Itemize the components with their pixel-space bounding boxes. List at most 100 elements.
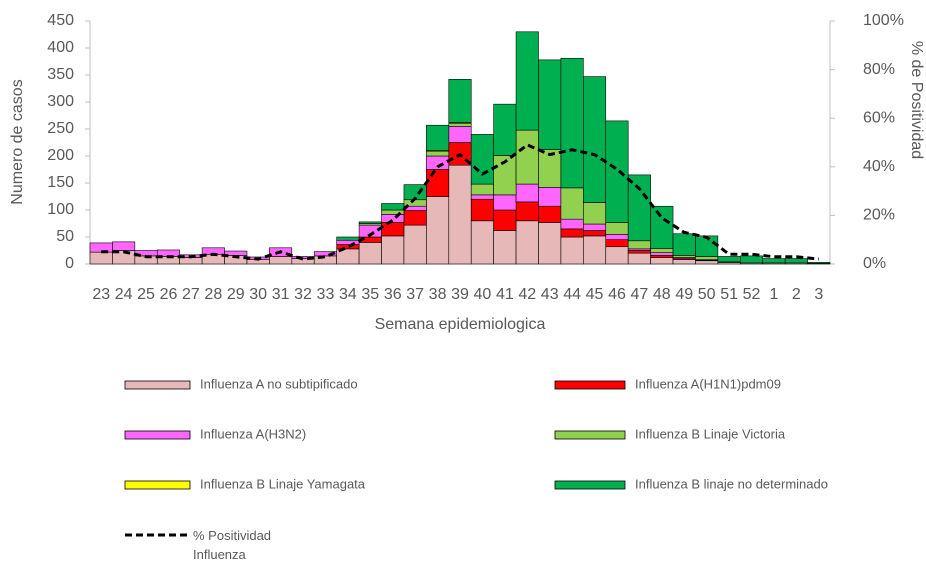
x-tick-label: 25 [137, 286, 155, 303]
bar-segment [313, 255, 337, 265]
x-tick-label: 24 [115, 286, 133, 303]
bar-segment [605, 120, 629, 223]
x-tick-label: 36 [384, 286, 402, 303]
legend-label: Influenza B linaje no determinado [635, 476, 828, 491]
bar-segment [515, 201, 539, 222]
bar-segment [583, 202, 607, 225]
positivity-line [101, 143, 819, 261]
x-axis-title: Semana epidemiologica [375, 316, 546, 333]
legend-swatch [554, 380, 626, 390]
y-tick-label: 350 [47, 66, 74, 83]
bar-segment [493, 194, 517, 211]
bar-segment [358, 221, 382, 224]
y2-tick-label: 100% [863, 12, 904, 29]
bar-segment [650, 252, 674, 256]
x-tick-label: 48 [653, 286, 671, 303]
x-tick-label: 42 [518, 286, 536, 303]
bar-segment [313, 251, 337, 257]
y-tick-label: 100 [47, 201, 74, 218]
y-tick-label: 400 [47, 39, 74, 56]
bar-segment [336, 244, 360, 250]
x-tick-label: 41 [496, 286, 514, 303]
bar-segment [426, 155, 450, 170]
x-tick-label: 31 [272, 286, 290, 303]
y2-tick-label: 40% [863, 158, 895, 175]
bar-segment [605, 222, 629, 235]
bar-segment [627, 252, 651, 265]
x-tick-label: 37 [406, 286, 424, 303]
x-tick-label: 29 [227, 286, 245, 303]
y-axis-title: Numero de casos [9, 79, 26, 204]
bar-segment [426, 196, 450, 265]
legend-label: Influenza B Linaje Victoria [635, 426, 786, 441]
x-tick-label: 26 [160, 286, 178, 303]
bar-segment [381, 203, 405, 211]
bar-segment [470, 183, 494, 196]
x-tick-label: 34 [339, 286, 357, 303]
legend-label-box: % Positividad Influenza [193, 528, 271, 562]
bar-segment [448, 123, 472, 127]
bar-segment [515, 31, 539, 131]
bar-segment [426, 169, 450, 197]
legend-label: Influenza A no subtipificado [200, 376, 358, 391]
y2-tick-label: 0% [863, 255, 886, 272]
bar-segment [470, 198, 494, 222]
bar-segment [583, 223, 607, 231]
bar-segment [605, 239, 629, 248]
bar-segment [583, 235, 607, 265]
bar-segment [627, 250, 651, 254]
legend-label: Influenza B Linaje Yamagata [200, 476, 366, 491]
bar-segment [784, 258, 808, 264]
bar-segment [672, 255, 696, 258]
bar-segment [560, 57, 584, 189]
bar-segment [650, 257, 674, 265]
legend-label: Influenza A(H3N2) [200, 426, 306, 441]
bar-segment [515, 183, 539, 203]
bar-segment [560, 218, 584, 230]
bar-segment [336, 239, 360, 245]
bar-segment [740, 255, 764, 264]
bar-segment [560, 187, 584, 220]
bar-segment [538, 59, 562, 150]
bar-segment [538, 222, 562, 265]
bar-segment [538, 205, 562, 223]
bar-segment [269, 256, 293, 265]
x-tick-label: 49 [675, 286, 693, 303]
bar-segment [403, 210, 427, 226]
bar-segment [381, 222, 405, 237]
x-tick-label: 30 [249, 286, 267, 303]
bar-segment [403, 224, 427, 265]
x-tick-label: 35 [361, 286, 379, 303]
bar-segment [515, 129, 539, 185]
bar-segment [672, 259, 696, 265]
bar-segment [695, 260, 719, 265]
x-tick-label: 47 [630, 286, 648, 303]
bar-segment [448, 79, 472, 123]
legend-swatch [554, 430, 626, 440]
bar-segment [605, 234, 629, 241]
x-tick-label: 44 [563, 286, 581, 303]
y-tick-label: 50 [56, 228, 74, 245]
bar-segment [381, 235, 405, 265]
y2-tick-label: 20% [863, 207, 895, 224]
legend-swatch [124, 480, 191, 490]
legend-swatch [554, 480, 626, 490]
bar-segment [672, 233, 696, 256]
x-tick-label: 33 [317, 286, 335, 303]
x-tick-label: 40 [474, 286, 492, 303]
x-tick-label: 3 [814, 286, 823, 303]
bar-segment [538, 187, 562, 207]
bar-segment [560, 236, 584, 265]
x-tick-label: 32 [294, 286, 312, 303]
x-tick-label: 23 [92, 286, 110, 303]
bar-segment [426, 124, 450, 151]
bar-segment [650, 205, 674, 249]
x-tick-label: 1 [769, 286, 778, 303]
bar-segment [493, 209, 517, 231]
bar-segment [583, 230, 607, 237]
bar-segment [807, 262, 831, 264]
legend-label: Influenza A(H1N1)pdm09 [635, 376, 781, 391]
x-tick-label: 51 [720, 286, 738, 303]
x-tick-label: 2 [792, 286, 801, 303]
